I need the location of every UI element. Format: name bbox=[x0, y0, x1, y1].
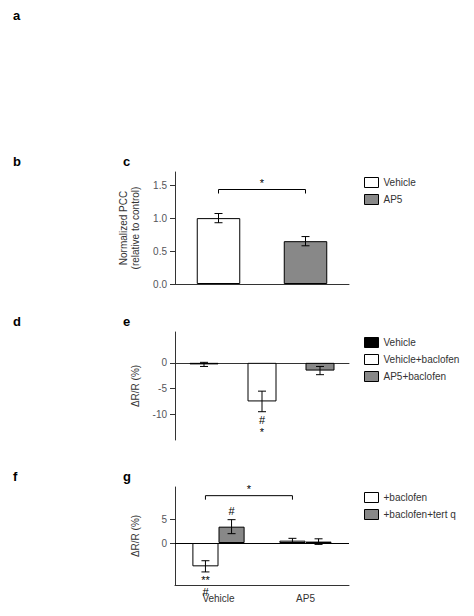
svg-text:**: ** bbox=[201, 574, 210, 586]
svg-text:Vehicle: Vehicle bbox=[384, 337, 417, 348]
svg-text:Vehicle: Vehicle bbox=[202, 592, 235, 604]
svg-text:c: c bbox=[123, 154, 130, 169]
svg-text:ΔR/R (%): ΔR/R (%) bbox=[130, 365, 141, 407]
svg-text:b: b bbox=[13, 154, 21, 169]
svg-text:0.0: 0.0 bbox=[153, 279, 167, 290]
svg-text:+baclofen: +baclofen bbox=[384, 492, 428, 503]
svg-text:(relative to control): (relative to control) bbox=[130, 187, 141, 270]
svg-text:AP5: AP5 bbox=[384, 194, 403, 205]
svg-text:#: # bbox=[202, 586, 209, 598]
svg-text:Vehicle: Vehicle bbox=[384, 177, 417, 188]
svg-text:g: g bbox=[123, 469, 131, 484]
svg-text:1.5: 1.5 bbox=[153, 180, 167, 191]
svg-text:*: * bbox=[260, 426, 265, 438]
svg-text:-10: -10 bbox=[153, 409, 168, 420]
svg-text:e: e bbox=[123, 314, 130, 329]
svg-text:Vehicle+baclofen: Vehicle+baclofen bbox=[384, 354, 460, 365]
svg-text:0.5: 0.5 bbox=[153, 246, 167, 257]
svg-text:ΔR/R (%): ΔR/R (%) bbox=[130, 515, 141, 557]
svg-text:d: d bbox=[13, 314, 21, 329]
svg-text:#: # bbox=[228, 505, 235, 517]
svg-text:AP5+baclofen: AP5+baclofen bbox=[384, 371, 447, 382]
svg-text:5: 5 bbox=[161, 514, 167, 525]
svg-text:a: a bbox=[13, 8, 21, 23]
svg-text:#: # bbox=[259, 414, 266, 426]
svg-text:0: 0 bbox=[161, 538, 167, 549]
svg-text:-5: -5 bbox=[158, 383, 167, 394]
svg-text:AP5: AP5 bbox=[296, 593, 315, 604]
svg-text:*: * bbox=[247, 483, 252, 495]
svg-text:*: * bbox=[260, 177, 265, 189]
svg-text:1.0: 1.0 bbox=[153, 213, 167, 224]
svg-text:+baclofen+tert q: +baclofen+tert q bbox=[384, 509, 456, 520]
svg-text:f: f bbox=[13, 469, 18, 484]
svg-text:Normalized PCC: Normalized PCC bbox=[118, 191, 129, 265]
svg-text:0: 0 bbox=[161, 357, 167, 368]
